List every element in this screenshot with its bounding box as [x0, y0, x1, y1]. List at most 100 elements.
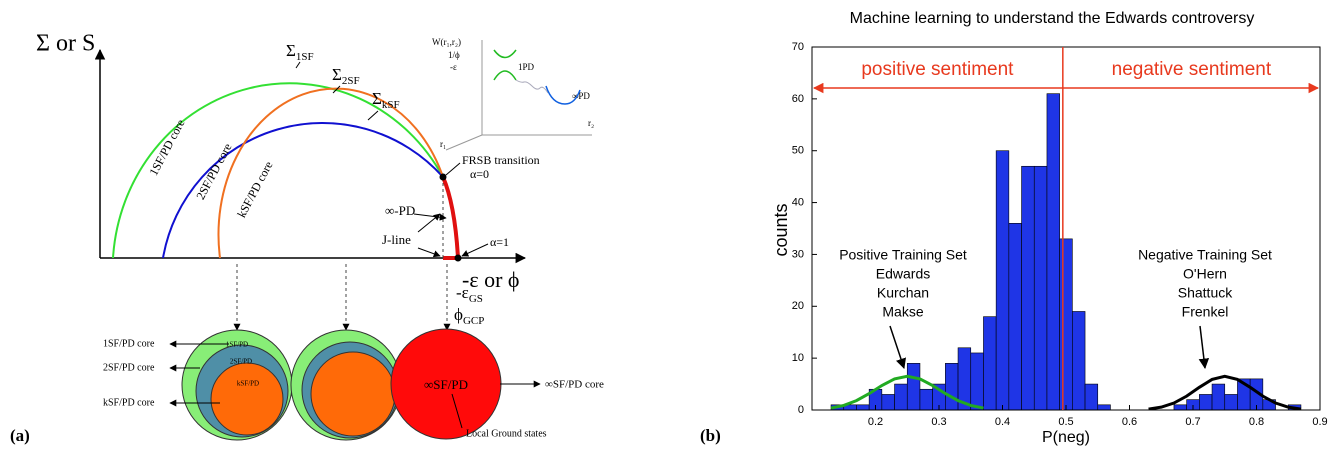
frsb-point [439, 173, 447, 181]
x-tick-label: 0.3 [931, 416, 946, 428]
annotation: Frenkel [1182, 304, 1229, 320]
bar [983, 316, 997, 411]
y-tick-label: 40 [792, 196, 804, 208]
fit-curve [1148, 374, 1302, 411]
bar [919, 388, 933, 411]
symbol: -ε [456, 283, 469, 302]
bar [1046, 93, 1060, 411]
arrow [417, 247, 441, 258]
core-label: ∞SF/PD core [545, 379, 604, 391]
y-tick-label: 50 [792, 145, 804, 157]
x-tick-label: 0.5 [1058, 416, 1073, 428]
core-label-rot: 1SF/PD core [146, 117, 187, 178]
pointer [451, 393, 463, 429]
bar [995, 150, 1010, 411]
x-tick-label: 0.9 [1312, 416, 1327, 428]
y-tick-label: 30 [792, 248, 804, 260]
panel-a: Σ or S -ε or ϕ Σ1SF Σ2SF ΣkSF 1SF/PD cor… [10, 31, 604, 445]
bar [1199, 394, 1213, 411]
pointer [367, 110, 379, 121]
inset-label: 1PD [518, 62, 535, 72]
annotation: Kurchan [877, 285, 929, 301]
annotation: Shattuck [1178, 285, 1233, 301]
inset-blue [545, 85, 581, 105]
bar [906, 363, 921, 411]
core-label: 2SF/PD core [103, 362, 155, 373]
sub: kSF [382, 99, 400, 111]
y-tick-label: 10 [792, 352, 804, 364]
sentiment-label: negative sentiment [1112, 59, 1272, 80]
inset-label: r₂ [588, 118, 594, 128]
gs-point [454, 254, 462, 262]
core-label: 1SF/PD core [103, 338, 155, 349]
chart-title: Machine learning to understand the Edwar… [850, 10, 1255, 27]
jline-label: J-line [382, 232, 411, 247]
x-axis-label: P(neg) [1042, 429, 1090, 446]
annotation-arrow [889, 325, 906, 369]
sigma: Σ [332, 65, 342, 84]
pointer [295, 61, 301, 69]
x-axis-label: -ε or ϕ [462, 267, 519, 292]
bar [1211, 383, 1226, 411]
core-label: kSF/PD core [103, 397, 155, 408]
sub: GS [469, 293, 483, 305]
x-tick-label: 0.6 [1122, 416, 1137, 428]
circle-inner [210, 362, 284, 436]
annotation: Makse [882, 304, 923, 320]
inset-green [493, 49, 517, 81]
annotation-arrow [1198, 325, 1210, 370]
inner-label: 1SF/PD [226, 341, 248, 349]
inset-label: ∞PD [572, 91, 590, 101]
inset-label: r₁ [440, 139, 446, 149]
arrow [413, 213, 447, 221]
bar [1033, 165, 1048, 411]
symbol: ϕ [454, 305, 463, 324]
arc-1sf [112, 82, 444, 259]
alpha1-label: α=1 [490, 235, 509, 249]
inner-label: ∞SF/PD [424, 377, 468, 392]
sub: 2SF [342, 75, 360, 87]
sigma: Σ [286, 41, 296, 60]
sigma-1sf: Σ1SF [286, 41, 314, 63]
bar [1173, 404, 1187, 411]
bar [894, 383, 908, 411]
y-axis-label: Σ or S [36, 31, 95, 57]
inf-pd-label: ∞-PD [385, 203, 415, 218]
x-tick-label: 0.7 [1185, 416, 1200, 428]
alpha0-label: α=0 [470, 167, 489, 181]
y-tick-label: 20 [792, 300, 804, 312]
bar [970, 352, 984, 411]
panel-b: Machine learning to understand the Edwar… [700, 10, 1328, 446]
y-tick-label: 60 [792, 93, 804, 105]
y-axis-label: counts [771, 203, 791, 256]
x-tick-label: 0.4 [995, 416, 1010, 428]
sentiment-label: positive sentiment [861, 59, 1014, 80]
inset-label: W(r₁,r₂) [432, 37, 461, 47]
bar [1224, 394, 1238, 411]
pointer [445, 162, 461, 176]
inset-label: 1/ϕ [448, 50, 460, 60]
y-tick-label: 70 [792, 41, 804, 53]
core-label-rot: kSF/PD core [234, 159, 275, 220]
sub: GCP [463, 315, 484, 327]
sigma-2sf: Σ2SF [332, 65, 360, 87]
panel-label: (b) [700, 426, 721, 445]
arrow [417, 213, 441, 233]
arrow [461, 243, 489, 257]
frsb-label: FRSB transition [462, 153, 540, 167]
pointer [332, 85, 341, 94]
bar [856, 404, 870, 411]
inner-label: 2SF/PD [230, 358, 252, 366]
annotation: O'Hern [1183, 266, 1227, 282]
red-branch [441, 176, 460, 259]
bar [881, 394, 895, 411]
eps-gs: -εGS [456, 283, 483, 305]
bar [1072, 311, 1086, 411]
ground-label: Local Ground states [466, 428, 547, 439]
annotation: Positive Training Set [839, 247, 967, 263]
inner-label: kSF/PD [237, 380, 259, 388]
sub: 1SF [296, 51, 314, 63]
core-label-rot: 2SF/PD core [193, 141, 234, 202]
